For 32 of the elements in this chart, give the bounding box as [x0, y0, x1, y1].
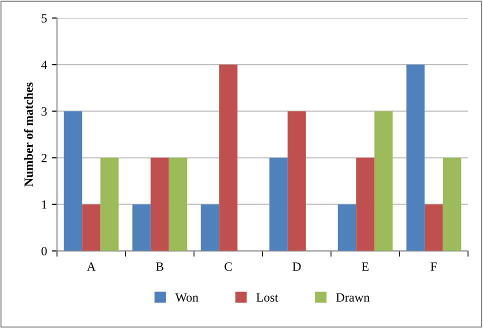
bar	[100, 158, 119, 251]
bar	[132, 204, 151, 251]
bar	[64, 111, 82, 251]
y-tick-label: 5	[42, 14, 47, 22]
bar	[82, 204, 100, 251]
bar	[338, 204, 356, 251]
bar	[269, 158, 288, 251]
y-axis-title: Number of matches	[24, 82, 33, 187]
bar	[406, 64, 425, 251]
bar	[374, 111, 393, 251]
x-tick-label: C	[224, 262, 232, 271]
x-tick-label: F	[430, 262, 437, 271]
bar	[442, 158, 462, 251]
bar	[200, 204, 220, 251]
legend-label: Drawn	[336, 293, 370, 302]
x-tick-label: A	[86, 262, 96, 271]
bar	[356, 158, 374, 251]
legend-label: Lost	[256, 293, 278, 302]
x-tick-label: E	[362, 262, 368, 271]
legend-label: Won	[175, 293, 198, 302]
bar	[424, 204, 443, 251]
bar	[219, 64, 238, 251]
bar	[150, 158, 169, 251]
bar	[168, 158, 188, 251]
x-tick-label: B	[156, 262, 164, 271]
y-tick-label: 2	[42, 154, 47, 162]
bar	[288, 111, 306, 251]
y-tick-label: 3	[42, 107, 47, 116]
x-tick-label: D	[292, 262, 301, 271]
y-tick-label: 4	[41, 60, 48, 69]
y-tick-label: 0	[42, 246, 47, 256]
y-tick-label: 1	[42, 200, 47, 209]
